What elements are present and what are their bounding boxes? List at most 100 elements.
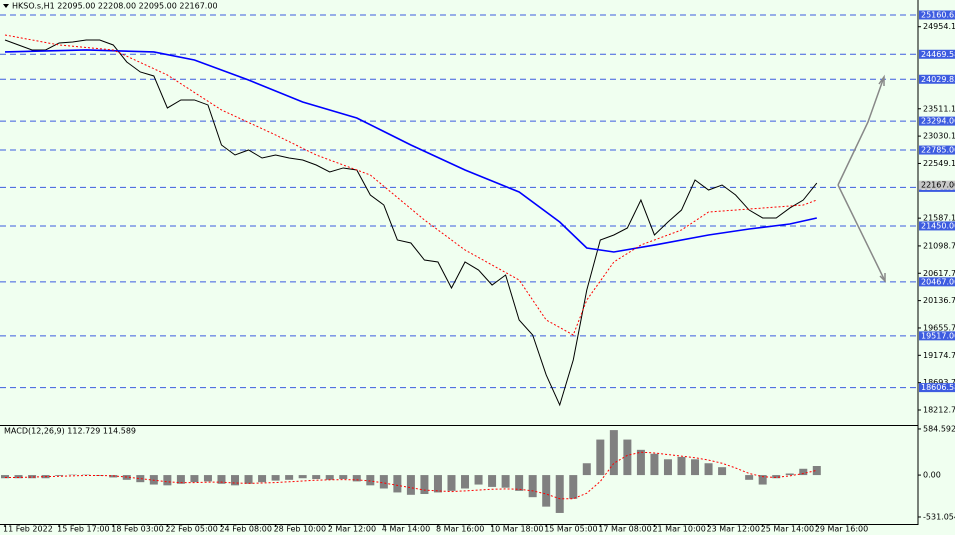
macd-bar [596,439,605,476]
x-tick-label: 22 Feb 05:00 [165,525,217,534]
macd-y-tick-label: -531.054 [923,512,955,521]
y-tick-label: 20136.70 [923,296,955,305]
macd-bar [95,475,104,476]
macd-bar [461,475,470,489]
macd-signal [5,451,817,500]
level-label: 22785.00 [921,146,955,155]
x-tick-label: 29 Mar 16:00 [815,525,868,534]
x-tick-label: 28 Feb 10:00 [274,525,326,534]
level-label: 21450.00 [921,221,955,230]
macd-bar [244,475,253,484]
macd-bar [176,475,185,484]
macd-bar [704,463,713,476]
arrow-head [878,74,885,86]
macd-y-tick-label: 584.592 [923,424,955,433]
level-label-box [919,10,955,20]
x-tick-label: 21 Mar 10:00 [652,525,705,534]
macd-bar [406,475,415,495]
macd-bar [555,475,564,513]
macd-bar [379,475,388,489]
macd-bar [812,466,821,476]
macd-bar [663,459,672,476]
macd-bar [745,475,754,480]
macd-bar [231,475,240,486]
macd-bar [772,475,781,479]
forecast-arrows [837,74,886,283]
arrow-up [837,76,885,186]
macd-bar [785,473,794,476]
macd-bar [488,475,497,487]
level-label-box [919,145,955,155]
level-label-box [919,331,955,341]
arrow-head [879,273,886,283]
macd-bar [352,475,361,482]
macd-bar [650,453,659,476]
x-tick-label: 15 Mar 05:00 [544,525,597,534]
x-tick-label: 17 Mar 08:00 [598,525,651,534]
macd-bar [285,475,294,480]
menu-icon[interactable] [3,4,9,8]
x-tick-label: 18 Feb 03:00 [111,525,163,534]
macd-bar [609,430,618,476]
macd-bar [474,475,483,485]
macd-bar [217,475,226,484]
macd-bar [515,475,524,491]
macd-bar [1,475,10,479]
macd-bar [636,449,645,476]
macd-bar [258,475,267,483]
level-label: 24469.58 [921,50,955,59]
x-tick-label: 23 Mar 12:00 [707,525,760,534]
level-label-box [919,277,955,287]
data [1,34,821,513]
macd-bar [28,475,37,479]
y-tick-label: 21587.10 [923,214,955,223]
macd-bar [393,475,402,493]
level-label-box [919,383,955,393]
macd-bar [339,475,348,480]
macd-bar [447,475,456,491]
y-tick-label: 24954.10 [923,22,955,31]
price-line [4,39,818,407]
current-price-label: 22167.00 [921,181,955,190]
level-label: 23294.00 [921,117,955,126]
level-label-box [919,49,955,59]
macd-bar [190,475,199,483]
macd-y-tick-label: 0.00 [923,471,941,480]
macd-bar [325,475,334,480]
x-tick-label: 8 Mar 16:00 [436,525,484,534]
axis: 24954.10 23511.10 23030.10 22549.10 21587.10… [3,10,955,534]
macd-bar [420,475,429,495]
chart-title: HKSO.s,H1 22095.00 22208.00 22095.00 221… [12,2,218,11]
level-label: 18606.58 [921,383,955,392]
y-tick-label: 19174.70 [923,351,955,360]
macd-bar [163,475,172,486]
macd-bar [55,475,64,476]
macd-bar [433,475,442,493]
y-tick-label: 19655.70 [923,323,955,332]
macd-bar [366,475,375,486]
y-tick-label: 18693.70 [923,378,955,387]
price-line [4,49,817,253]
grid [0,14,918,389]
macd-bar [623,439,632,476]
level-label-box [919,116,955,126]
level-label: 25160.63 [921,10,955,19]
level-label: 24029.83 [921,75,955,84]
macd-bar [271,475,280,481]
macd-title: MACD(12,26,9) 112.729 114.589 [4,427,136,436]
macd-bar [501,475,510,488]
macd-bar [298,475,307,479]
x-tick-label: 24 Feb 08:00 [219,525,271,534]
current-price-box [919,180,955,190]
y-tick-label: 21098.70 [923,241,955,250]
macd-bar [691,459,700,476]
macd-bar [718,467,727,476]
macd-bar [569,475,578,499]
level-label: 20467.00 [921,277,955,286]
arrow-down [837,184,886,282]
macd-bar [136,475,145,483]
macd-bar [799,468,808,476]
x-tick-label: 2 Mar 12:00 [328,525,376,534]
